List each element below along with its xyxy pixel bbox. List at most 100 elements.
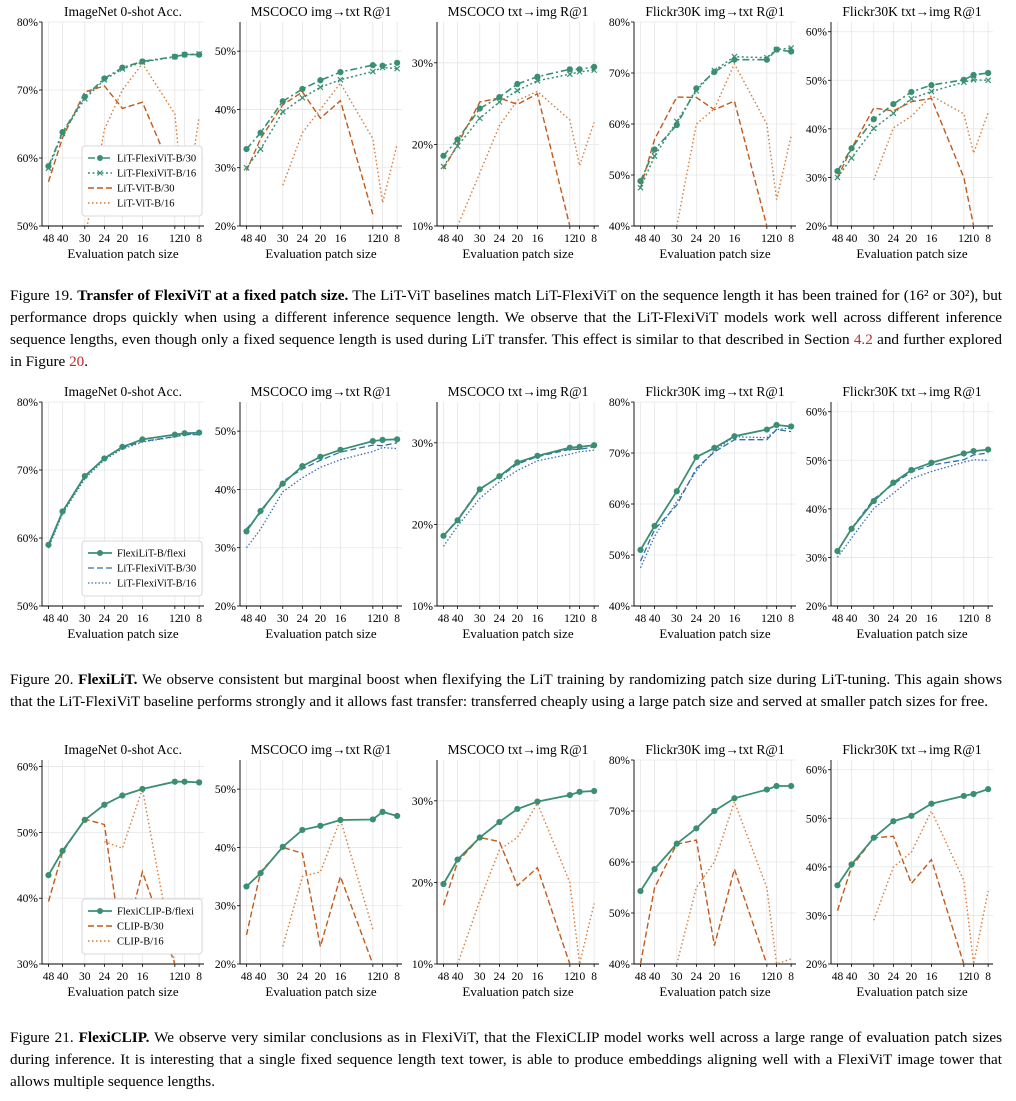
figure-21-caption: Figure 21. FlexiCLIP. We observe very si…	[10, 1027, 1002, 1093]
series-line	[245, 90, 374, 215]
data-point	[45, 165, 52, 172]
x-tick-label: 30	[671, 613, 683, 625]
x-tick-label: 16	[532, 613, 544, 625]
x-axis-label: Evaluation patch size	[67, 246, 178, 261]
y-tick-label: 50%	[17, 221, 39, 233]
x-axis-label: Evaluation patch size	[265, 246, 376, 261]
data-point	[711, 807, 718, 815]
chart-title: MSCOCO img→txt R@1	[251, 4, 392, 19]
data-point	[454, 856, 461, 863]
series-line	[639, 96, 768, 227]
data-point	[257, 507, 264, 515]
x-tick-label: 8	[394, 613, 400, 625]
figure-21-charts: ImageNet 0-shot Acc. 30% 40% 50% 60% 48 40 30 24…	[0, 738, 1016, 1006]
legend: FlexiLiT-B/flexi LiT-FlexiViT-B/30 LiT-Fle…	[81, 540, 203, 597]
data-point	[763, 54, 770, 61]
data-point	[440, 163, 447, 170]
data-point	[731, 53, 738, 60]
series-line	[245, 810, 398, 888]
x-tick-label: 8	[591, 613, 597, 625]
x-tick-label: 30	[277, 613, 289, 625]
data-point	[59, 847, 66, 854]
data-point	[317, 84, 324, 91]
x-tick-label: 8	[394, 971, 400, 983]
y-tick-label: 50%	[806, 455, 828, 467]
series-line	[836, 835, 965, 965]
x-axis-label: Evaluation patch size	[856, 626, 967, 641]
data-point	[394, 812, 401, 820]
y-tick-label: 30%	[412, 796, 434, 808]
y-tick-label: 20%	[806, 959, 828, 971]
y-tick-label: 70%	[609, 806, 631, 818]
data-point	[139, 59, 146, 66]
plot-area	[440, 442, 598, 547]
x-tick-label: 48	[241, 233, 253, 245]
x-tick-label: 40	[255, 613, 267, 625]
y-tick-label: 20%	[806, 601, 828, 613]
data-point	[119, 443, 126, 450]
series-line	[442, 836, 571, 965]
caption-text: We observe very similar conclusions as i…	[10, 1029, 1003, 1090]
chart-panel: ImageNet 0-shot Acc. 50% 60% 70% 80% 48 40 30 24…	[17, 384, 204, 641]
x-tick-label: 20	[512, 613, 524, 625]
y-tick-label: 20%	[806, 221, 828, 233]
figure-ref-link[interactable]: 20	[69, 353, 85, 370]
chart-panel: MSCOCO txt→img R@1 10% 20% 30% 48 40 30 24 20 16 1…	[412, 4, 599, 261]
legend-label: CLIP-B/16	[117, 937, 164, 948]
y-tick-label: 30%	[806, 172, 828, 184]
caption-text: We observe consistent but marginal boost…	[10, 671, 1003, 710]
series-line	[873, 809, 989, 965]
x-tick-label: 30	[474, 971, 486, 983]
data-point	[243, 145, 250, 153]
data-point	[591, 63, 598, 70]
y-tick-label: 50%	[215, 426, 237, 438]
x-axis-label: Evaluation patch size	[659, 984, 770, 999]
x-tick-label: 48	[832, 971, 844, 983]
figure-title: FlexiCLIP.	[78, 1029, 150, 1046]
legend-marker	[97, 908, 103, 914]
data-point	[59, 130, 66, 137]
x-tick-label: 24	[691, 971, 703, 983]
data-point	[890, 818, 897, 825]
legend-label: LiT-FlexiViT-B/16	[117, 169, 196, 180]
data-point	[870, 834, 877, 841]
x-tick-label: 20	[906, 971, 918, 983]
data-point	[243, 528, 250, 535]
x-tick-label: 30	[79, 971, 91, 983]
series-line	[283, 820, 397, 952]
x-tick-label: 16	[335, 233, 347, 245]
data-point	[317, 77, 324, 84]
data-point	[279, 480, 286, 487]
y-tick-label: 40%	[215, 842, 237, 854]
x-axis-label: Evaluation patch size	[462, 626, 573, 641]
data-point	[960, 79, 967, 86]
data-point	[985, 446, 992, 453]
data-point	[985, 69, 992, 77]
x-tick-label: 20	[117, 233, 129, 245]
x-tick-label: 24	[888, 613, 900, 625]
x-tick-label: 16	[532, 971, 544, 983]
data-point	[928, 88, 935, 95]
y-tick-label: 50%	[17, 601, 39, 613]
x-tick-label: 40	[452, 233, 464, 245]
figure-label: Figure 19.	[10, 287, 73, 304]
data-point	[496, 93, 503, 101]
y-tick-label: 20%	[215, 221, 237, 233]
x-tick-label: 30	[671, 233, 683, 245]
legend-label: LiT-FlexiViT-B/30	[117, 154, 196, 165]
series-line	[245, 62, 398, 150]
series-line	[836, 448, 989, 552]
y-tick-label: 40%	[609, 959, 631, 971]
y-tick-label: 50%	[215, 46, 237, 58]
plot-area	[243, 436, 401, 549]
section-ref-link[interactable]: 4.2	[853, 331, 873, 348]
data-point	[970, 71, 977, 79]
x-tick-label: 24	[691, 233, 703, 245]
figure-21-chart-row: ImageNet 0-shot Acc.30%40%50%60%48 40 30 24…	[17, 742, 993, 999]
data-point	[834, 882, 841, 889]
series-line	[442, 444, 595, 537]
data-point	[908, 95, 915, 102]
data-point	[870, 125, 877, 132]
chart-panel: MSCOCO txt→img R@1 10% 20% 30% 48 40 30 24 20 16 1…	[412, 384, 599, 641]
data-point	[928, 459, 935, 466]
